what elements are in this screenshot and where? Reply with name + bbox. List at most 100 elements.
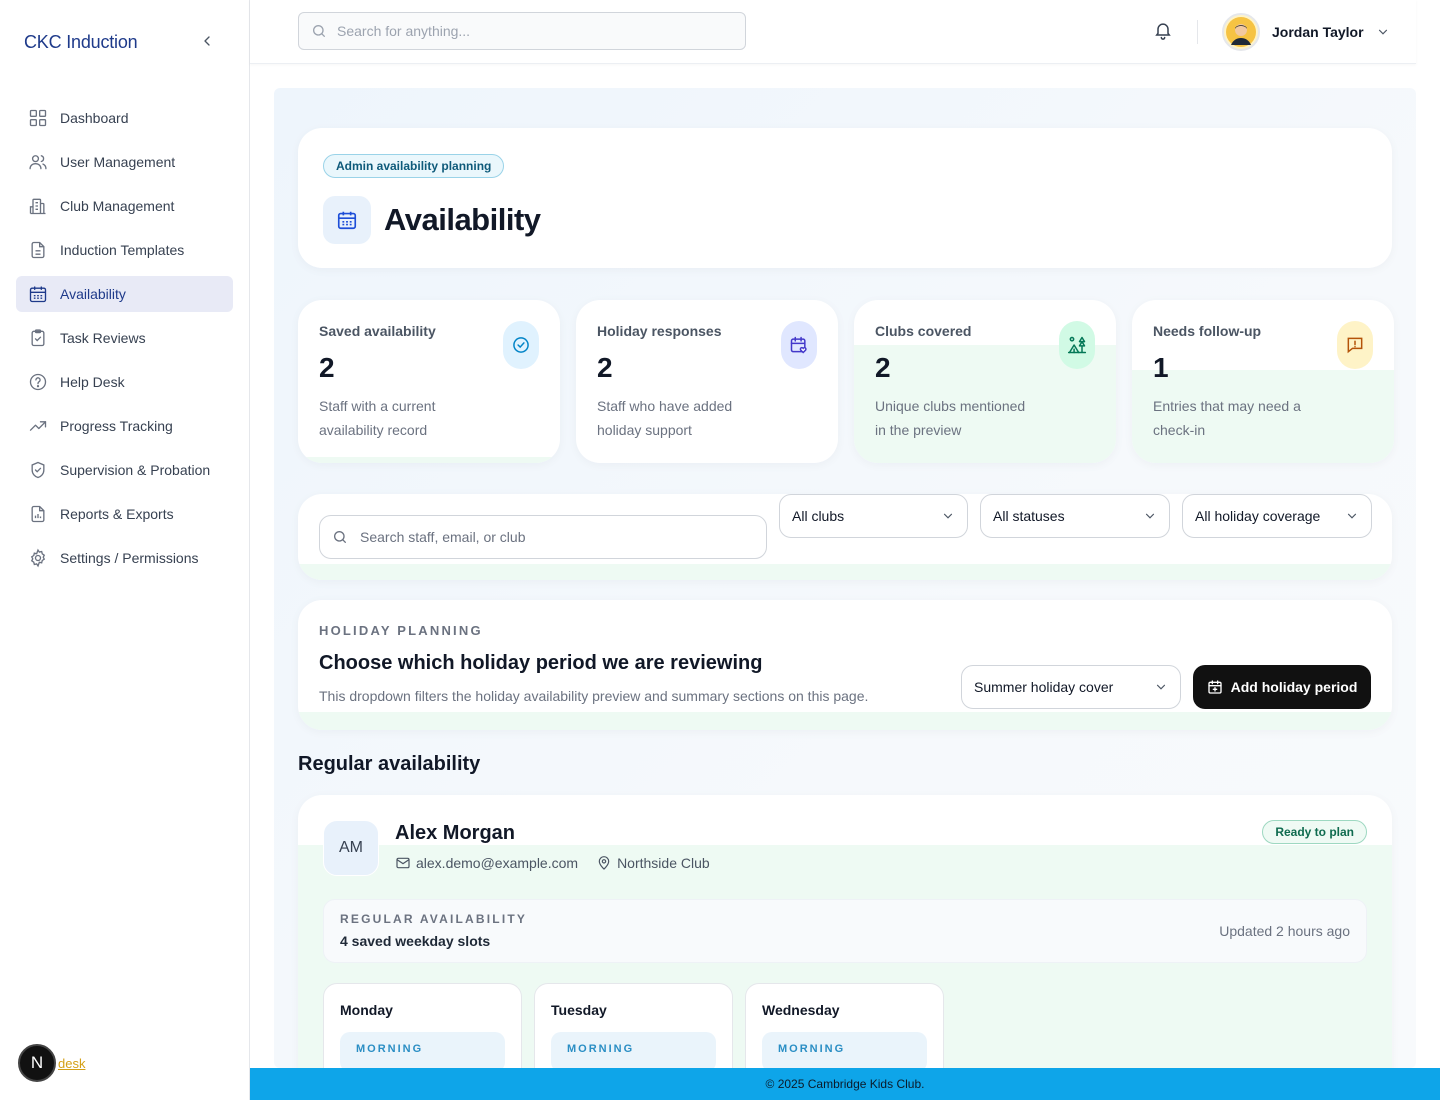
collapse-sidebar-button[interactable] xyxy=(196,30,218,52)
desk-link[interactable]: desk xyxy=(58,1055,86,1071)
staff-name[interactable]: Alex Morgan xyxy=(395,822,516,844)
calendar-icon xyxy=(29,286,47,303)
stat-value: 1 xyxy=(1153,352,1169,383)
day-name: Monday xyxy=(340,1002,393,1018)
dashboard-icon xyxy=(29,109,47,127)
sidebar-item-label: Help Desk xyxy=(60,374,125,390)
dev-tools: N desk xyxy=(18,1044,85,1082)
sidebar-item-label: Induction Templates xyxy=(60,242,185,258)
global-search[interactable] xyxy=(298,12,746,50)
holiday-description: This dropdown filters the holiday availa… xyxy=(319,688,869,704)
user-avatar-icon xyxy=(1226,17,1256,47)
sidebar-item-label: Availability xyxy=(60,286,126,302)
building-icon xyxy=(29,198,46,215)
sidebar-item-reports-exports[interactable]: Reports & Exports xyxy=(16,496,233,532)
sidebar-item-label: Dashboard xyxy=(60,110,129,126)
sidebar-item-availability[interactable]: Availability xyxy=(16,276,233,312)
users-icon xyxy=(29,155,47,170)
sidebar-item-help-desk[interactable]: Help Desk xyxy=(16,364,233,400)
time-slot: MORNING xyxy=(762,1032,927,1072)
staff-search[interactable] xyxy=(319,515,767,559)
sidebar-item-induction-templates[interactable]: Induction Templates xyxy=(16,232,233,268)
chevron-down-icon xyxy=(943,513,953,519)
clipboard-check-icon xyxy=(31,329,45,347)
chevron-down-icon xyxy=(1378,29,1387,35)
staff-search-input[interactable] xyxy=(360,529,740,545)
sidebar-item-label: Progress Tracking xyxy=(60,418,173,434)
holiday-title: Choose which holiday period we are revie… xyxy=(319,652,763,674)
trending-up-icon xyxy=(29,421,47,431)
sidebar: CKC Induction Dashboard User Management … xyxy=(0,0,250,1100)
chevron-down-icon xyxy=(1156,684,1166,690)
main-content: Admin availability planning Availability… xyxy=(274,88,1416,1095)
avatar xyxy=(1222,13,1260,51)
map-pin-icon xyxy=(598,856,610,870)
stat-label: Clubs covered xyxy=(875,323,972,339)
clubs-select[interactable]: All clubs xyxy=(779,494,968,538)
day-name: Tuesday xyxy=(551,1002,607,1018)
sidebar-item-label: Settings / Permissions xyxy=(60,550,199,566)
staff-club: Northside Club xyxy=(617,855,710,871)
holiday-planning-card: HOLIDAY PLANNING Choose which holiday pe… xyxy=(298,600,1392,730)
top-header: Jordan Taylor xyxy=(250,0,1416,64)
summary-eyebrow: REGULAR AVAILABILITY xyxy=(340,912,528,926)
stat-label: Needs follow-up xyxy=(1153,323,1262,339)
search-icon xyxy=(334,531,346,543)
stat-card-needs-follow-up: Needs follow-up 1 Entries that may need … xyxy=(1132,300,1394,463)
sidebar-item-progress-tracking[interactable]: Progress Tracking xyxy=(16,408,233,444)
bell-icon xyxy=(1155,23,1171,40)
sidebar-item-label: Supervision & Probation xyxy=(60,462,211,478)
page-title: Availability xyxy=(384,202,541,237)
stat-value: 2 xyxy=(875,352,891,383)
sidebar-item-label: Task Reviews xyxy=(60,330,146,346)
mail-icon xyxy=(396,857,410,869)
hero-icon-box xyxy=(323,196,371,244)
sidebar-item-dashboard[interactable]: Dashboard xyxy=(16,100,233,136)
stat-value: 2 xyxy=(597,352,613,383)
filters-card: All clubs All statuses All holiday cover… xyxy=(298,494,1392,580)
holiday-period-select[interactable]: Summer holiday cover xyxy=(961,665,1181,709)
stat-card-saved-availability: Saved availability 2 Staff with a curren… xyxy=(298,300,560,463)
global-search-input[interactable] xyxy=(337,23,717,39)
sidebar-item-label: Club Management xyxy=(60,198,175,214)
stat-icon-box xyxy=(1337,321,1373,369)
user-name: Jordan Taylor xyxy=(1272,24,1364,40)
sidebar-item-settings-permissions[interactable]: Settings / Permissions xyxy=(16,540,233,576)
holiday-coverage-select[interactable]: All holiday coverage xyxy=(1182,494,1372,538)
day-name: Wednesday xyxy=(762,1002,840,1018)
user-menu[interactable]: Jordan Taylor xyxy=(1222,13,1390,51)
search-icon xyxy=(313,25,325,37)
stat-value: 2 xyxy=(319,352,335,383)
dev-badge[interactable]: N xyxy=(18,1044,56,1082)
chevron-down-icon xyxy=(1347,513,1357,519)
staff-availability-card: AM Alex Morgan alex.demo@example.com Nor… xyxy=(298,795,1392,1095)
sidebar-item-user-management[interactable]: User Management xyxy=(16,144,233,180)
statuses-select[interactable]: All statuses xyxy=(980,494,1170,538)
calendar-plus-icon xyxy=(1207,680,1222,694)
sidebar-item-task-reviews[interactable]: Task Reviews xyxy=(16,320,233,356)
stat-label: Holiday responses xyxy=(597,323,722,339)
card-tint xyxy=(298,457,560,463)
status-badge: Ready to plan xyxy=(1262,820,1367,844)
stat-description: Entries that may need a check-in xyxy=(1153,398,1301,438)
add-holiday-period-button[interactable]: Add holiday period xyxy=(1193,665,1371,709)
notifications-button[interactable] xyxy=(1153,20,1173,45)
file-chart-icon xyxy=(31,505,45,523)
sidebar-item-label: User Management xyxy=(60,154,176,170)
card-tint xyxy=(298,712,1392,730)
clubs-select-value: All clubs xyxy=(792,508,845,524)
holiday-eyebrow: HOLIDAY PLANNING xyxy=(319,623,483,638)
stat-description: Unique clubs mentioned in the preview xyxy=(875,398,1026,438)
sidebar-item-label: Reports & Exports xyxy=(60,506,174,522)
stat-icon-box xyxy=(781,321,817,369)
slot-label: MORNING xyxy=(778,1043,846,1055)
slot-label: MORNING xyxy=(567,1043,635,1055)
card-tint xyxy=(1132,370,1394,463)
gear-icon xyxy=(30,548,46,568)
tent-tree-icon xyxy=(1067,336,1087,354)
sidebar-item-club-management[interactable]: Club Management xyxy=(16,188,233,224)
calendar-heart-icon xyxy=(790,336,807,354)
document-icon xyxy=(31,241,45,259)
app-brand[interactable]: CKC Induction xyxy=(24,32,138,52)
sidebar-item-supervision-probation[interactable]: Supervision & Probation xyxy=(16,452,233,488)
